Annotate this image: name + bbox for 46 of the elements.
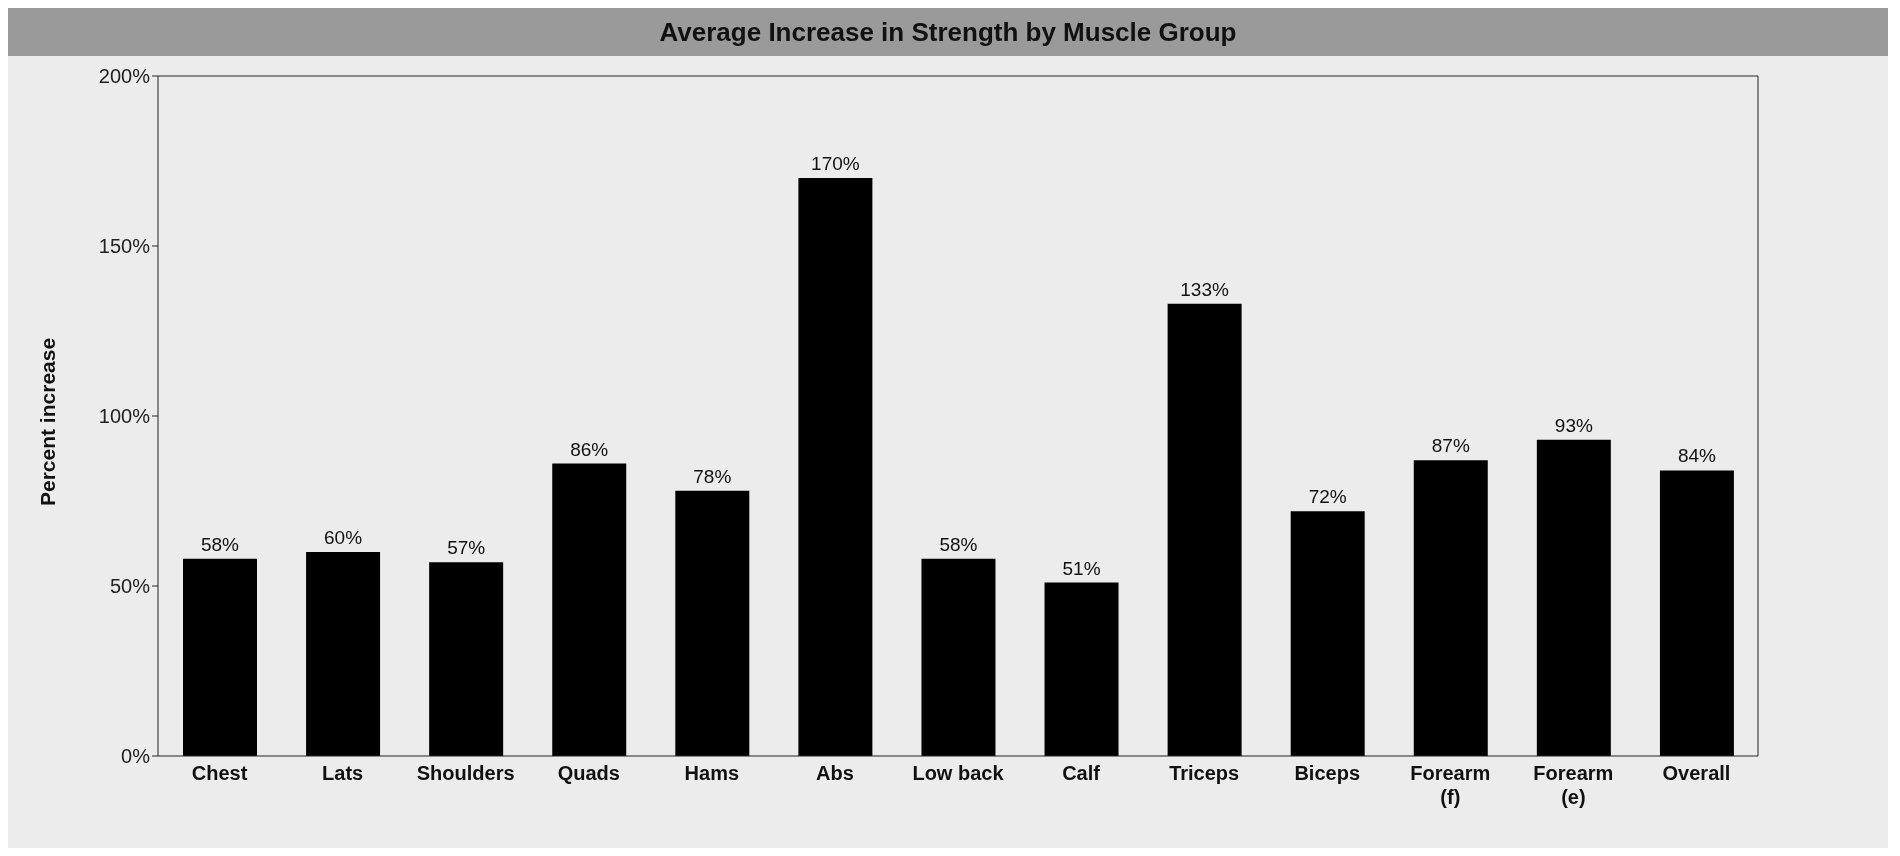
x-tick-label: Lats bbox=[322, 762, 364, 784]
data-label: 78% bbox=[693, 465, 732, 487]
x-tick-label: Calf bbox=[1062, 762, 1101, 784]
chart-title: Average Increase in Strength by Muscle Group bbox=[8, 8, 1888, 56]
bar bbox=[1044, 582, 1119, 756]
x-tick-label: Biceps bbox=[1294, 762, 1361, 784]
bar bbox=[1659, 470, 1734, 756]
data-label: 72% bbox=[1308, 486, 1347, 508]
data-label: 57% bbox=[447, 537, 486, 559]
data-label: 58% bbox=[939, 533, 978, 555]
data-label: 60% bbox=[324, 527, 363, 548]
y-tick-label: 50% bbox=[109, 575, 151, 598]
data-label: 86% bbox=[570, 438, 609, 460]
data-label: 58% bbox=[200, 533, 240, 555]
bar bbox=[306, 552, 381, 756]
data-label: 93% bbox=[1554, 414, 1593, 436]
x-tick-label: Hams bbox=[684, 762, 740, 784]
bar bbox=[552, 463, 627, 756]
data-label: 87% bbox=[1431, 435, 1470, 457]
bar bbox=[1290, 511, 1365, 756]
y-tick-label: 100% bbox=[98, 405, 151, 428]
bar bbox=[183, 558, 257, 756]
x-tick-label: Chest bbox=[191, 762, 248, 784]
x-tick-label: Shoulders bbox=[416, 762, 515, 784]
x-tick-label: Forearm (f) bbox=[1410, 762, 1491, 808]
x-tick-label: Overall bbox=[1662, 762, 1731, 784]
bar bbox=[429, 562, 504, 756]
x-tick-label: Triceps bbox=[1169, 762, 1240, 784]
bar bbox=[1536, 439, 1611, 756]
y-tick-label: 200% bbox=[98, 65, 151, 88]
y-tick-label: 150% bbox=[98, 235, 151, 258]
bar bbox=[675, 490, 750, 756]
x-tick-label: Quads bbox=[557, 762, 620, 784]
x-tick-label: Abs bbox=[816, 762, 854, 784]
bar bbox=[921, 558, 996, 756]
y-tick-label: 0% bbox=[121, 745, 151, 768]
bar bbox=[1167, 303, 1242, 756]
x-tick-label: Forearm (e) bbox=[1533, 762, 1614, 808]
bar bbox=[1413, 460, 1488, 756]
data-label: 84% bbox=[1677, 445, 1717, 467]
data-label: 170% bbox=[811, 153, 860, 174]
y-axis-title: Percent increase bbox=[36, 337, 60, 506]
data-label: 51% bbox=[1062, 557, 1101, 579]
bar bbox=[798, 178, 873, 756]
data-label: 133% bbox=[1180, 278, 1230, 300]
x-tick-label: Low back bbox=[912, 762, 1005, 784]
